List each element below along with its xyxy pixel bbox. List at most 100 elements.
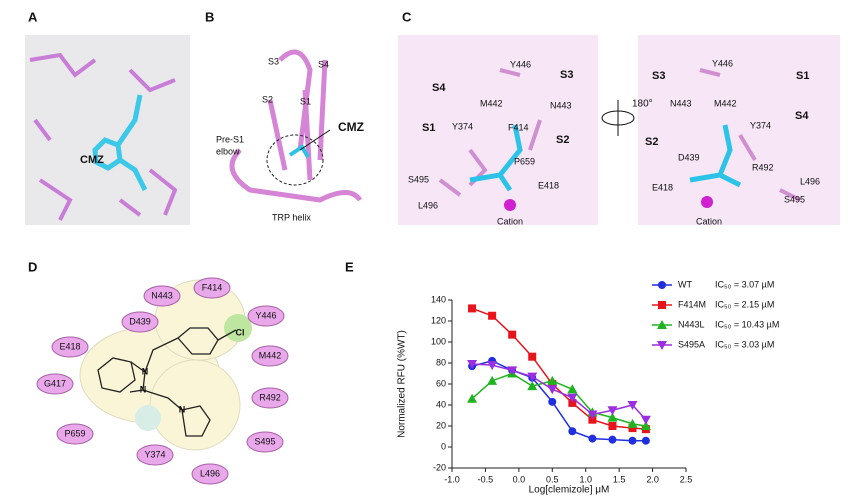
- panel-label: C: [402, 9, 412, 24]
- residue-label: L496: [200, 468, 220, 478]
- structure-right: [638, 35, 840, 225]
- y-tick-label: 40: [436, 399, 446, 409]
- ligand: [288, 144, 310, 159]
- ligands: [469, 124, 742, 192]
- residue-label: P659: [514, 156, 535, 166]
- contact: [135, 405, 161, 431]
- residue: [246, 431, 284, 453]
- marker: [467, 360, 478, 370]
- residue-label: S495: [784, 194, 805, 204]
- legend-label: F414M: [678, 299, 706, 309]
- residue: [247, 305, 285, 327]
- residue: [143, 285, 181, 307]
- legend-note: IC₅₀ = 2.15 µM: [715, 299, 774, 309]
- y-axis-label: Normalized RFU (%WT): [397, 330, 408, 438]
- marker: [641, 436, 650, 445]
- ligand-label: CMZ: [80, 154, 104, 166]
- annotation: S1: [300, 96, 311, 106]
- series-line: [471, 360, 646, 442]
- residue-label: S1: [796, 70, 809, 82]
- residue-label: S495: [254, 436, 275, 446]
- x-tick-label: 0.0: [513, 474, 526, 484]
- residue-label: Y446: [255, 310, 276, 320]
- marker: [627, 401, 638, 410]
- residue-label: Y446: [712, 58, 733, 68]
- marker: [467, 393, 478, 403]
- hydrophobic-contact: [224, 314, 252, 342]
- residue: [121, 311, 159, 333]
- residue: [51, 336, 89, 358]
- x-tick-label: 2.5: [680, 474, 693, 484]
- legend-label: S495A: [678, 339, 705, 349]
- marker: [607, 412, 618, 422]
- residue-label: S2: [556, 134, 569, 146]
- legend-marker: [657, 320, 667, 329]
- x-tick-label: 1.5: [613, 474, 626, 484]
- marker: [608, 435, 617, 444]
- marker: [487, 375, 498, 385]
- panel-label: E: [345, 259, 354, 274]
- marker: [508, 330, 517, 339]
- y-tick-label: 100: [431, 336, 446, 346]
- marker: [568, 398, 577, 407]
- y-tick-label: 80: [436, 357, 446, 367]
- marker: [567, 384, 578, 394]
- panel-label: A: [28, 9, 38, 24]
- legend-note: IC₅₀ = 10.43 µM: [715, 319, 779, 329]
- marker: [628, 436, 637, 445]
- marker: [588, 415, 597, 424]
- side-chains: [438, 68, 801, 202]
- residue-label: P659: [64, 428, 85, 438]
- legend-note: IC₅₀ = 3.07 µM: [715, 279, 774, 289]
- atom: N: [140, 384, 147, 394]
- annotation: CMZ: [338, 120, 364, 134]
- y-tick-label: 20: [436, 420, 446, 430]
- density-map: [25, 35, 190, 225]
- x-tick-label: -0.5: [478, 474, 494, 484]
- marker: [488, 311, 497, 320]
- x-tick-label: -1.0: [444, 474, 460, 484]
- x-axis-label: Log[clemizole] μM: [529, 485, 610, 496]
- residue: [56, 423, 94, 445]
- residue-label: M442: [259, 350, 282, 360]
- marker: [528, 352, 537, 361]
- ligand: [92, 94, 148, 192]
- residue: [136, 444, 174, 466]
- marker: [547, 385, 558, 395]
- marker: [527, 372, 538, 382]
- rotation-label: 180°: [632, 99, 653, 110]
- annotation: S4: [318, 59, 329, 69]
- residue: [191, 463, 229, 485]
- residue-label: S4: [795, 110, 809, 122]
- x-tick-label: 0.5: [546, 474, 559, 484]
- residue-label: S4: [432, 82, 446, 94]
- residue-label: N443: [550, 100, 572, 110]
- atom: N: [179, 404, 186, 414]
- y-tick-label: 120: [431, 315, 446, 325]
- y-tick-label: 60: [436, 378, 446, 388]
- panel-label: D: [28, 259, 37, 274]
- series-line: [472, 363, 647, 421]
- marker: [587, 410, 598, 420]
- residue: [36, 373, 74, 395]
- series-line: [471, 372, 647, 427]
- legend-marker: [658, 301, 666, 309]
- residue-label: D439: [678, 152, 700, 162]
- panel-label: B: [205, 9, 214, 24]
- marker: [487, 361, 498, 371]
- residue-label: Y446: [510, 59, 531, 69]
- residue-label: N443: [670, 98, 692, 108]
- residue-label: S3: [560, 69, 573, 81]
- marker: [627, 418, 638, 428]
- atom: N: [142, 366, 149, 376]
- residue: [251, 387, 289, 409]
- legend-marker: [658, 281, 666, 289]
- marker: [547, 375, 558, 385]
- annotation: S3: [268, 56, 279, 66]
- residue-label: S2: [645, 136, 658, 148]
- protein-cartoon: [229, 49, 363, 203]
- residue-label: E418: [652, 182, 673, 192]
- marker: [640, 415, 651, 425]
- residue-label: S1: [422, 122, 435, 134]
